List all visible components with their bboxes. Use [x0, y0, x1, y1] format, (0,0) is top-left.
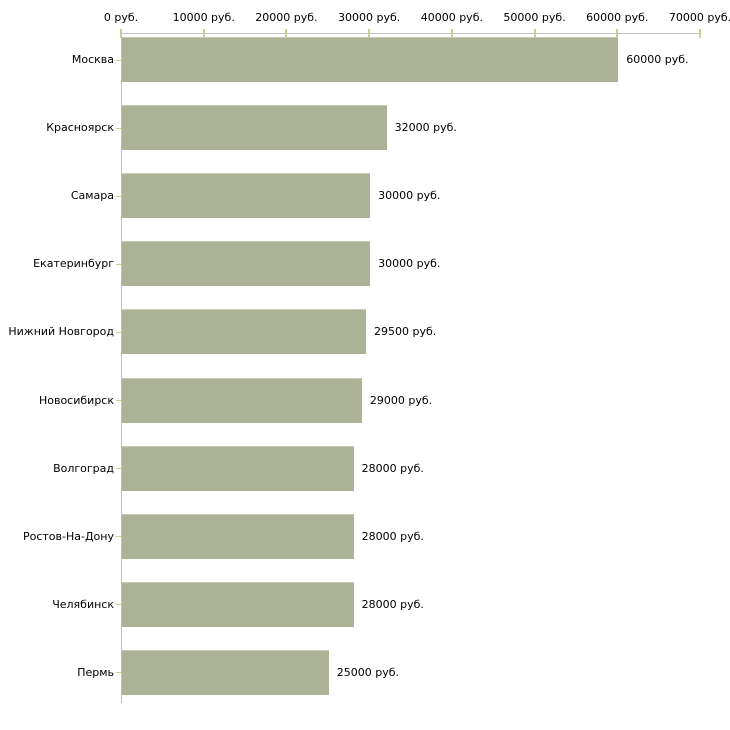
x-axis-tick-mark [699, 29, 701, 38]
x-axis-tick-mark [616, 29, 619, 38]
bar [122, 649, 329, 695]
value-label: 28000 руб. [361, 529, 424, 543]
bar [122, 309, 366, 355]
x-axis-tick-mark [202, 29, 205, 38]
x-axis-tick-label: 60000 руб. [586, 11, 649, 24]
value-label: 30000 руб. [378, 257, 441, 271]
bar [122, 445, 354, 491]
category-label: Москва [71, 53, 114, 66]
category-tick-mark [116, 536, 121, 537]
x-axis-tick-label: 50000 руб. [503, 11, 566, 24]
category-label: Нижний Новгород [8, 325, 114, 339]
value-label: 28000 руб. [361, 597, 424, 611]
bar [122, 173, 371, 219]
x-axis-tick-mark [120, 29, 122, 38]
category-tick-mark [116, 400, 121, 401]
category-tick-mark [116, 128, 121, 129]
value-label: 29500 руб. [374, 325, 437, 339]
category-tick-mark [116, 604, 121, 605]
x-axis-tick-mark [450, 29, 453, 38]
value-label: 32000 руб. [394, 121, 457, 135]
bar [122, 105, 387, 151]
bar [122, 241, 371, 287]
value-label: 29000 руб. [369, 393, 433, 407]
category-label: Екатеринбург [33, 257, 114, 271]
category-label: Пермь [77, 665, 114, 679]
bar [122, 581, 354, 627]
x-axis-tick-label: 40000 руб. [420, 11, 483, 24]
value-label: 28000 руб. [361, 461, 424, 475]
category-label: Самара [70, 189, 114, 203]
bar [122, 377, 362, 423]
category-tick-mark [116, 264, 121, 265]
category-tick-mark [116, 196, 121, 197]
x-axis-tick-mark [285, 29, 288, 38]
x-axis-tick-label: 70000 руб. [668, 11, 730, 24]
category-label: Волгоград [53, 461, 114, 475]
category-tick-mark [116, 332, 121, 333]
value-label: 25000 руб. [336, 665, 400, 679]
category-tick-mark [116, 468, 121, 469]
x-axis-tick-label: 20000 руб. [255, 11, 318, 24]
category-tick-mark [116, 672, 121, 673]
category-label: Новосибирск [38, 393, 114, 407]
category-tick-mark [116, 60, 121, 61]
x-axis-tick-label: 30000 руб. [338, 11, 401, 24]
value-label: 30000 руб. [378, 189, 441, 203]
category-label: Челябинск [52, 597, 114, 611]
x-axis-tick-mark [368, 29, 371, 38]
x-axis-tick-label: 0 руб. [103, 11, 139, 24]
category-label: Ростов-На-Дону [22, 529, 114, 543]
bar [122, 37, 619, 82]
x-axis-tick-mark [533, 29, 536, 38]
x-axis-tick-label: 10000 руб. [172, 11, 235, 24]
x-axis-line [121, 33, 701, 34]
bar [122, 513, 354, 559]
category-label: Красноярск [46, 121, 114, 135]
value-label: 60000 руб. [626, 53, 689, 66]
y-axis-line [121, 33, 122, 703]
